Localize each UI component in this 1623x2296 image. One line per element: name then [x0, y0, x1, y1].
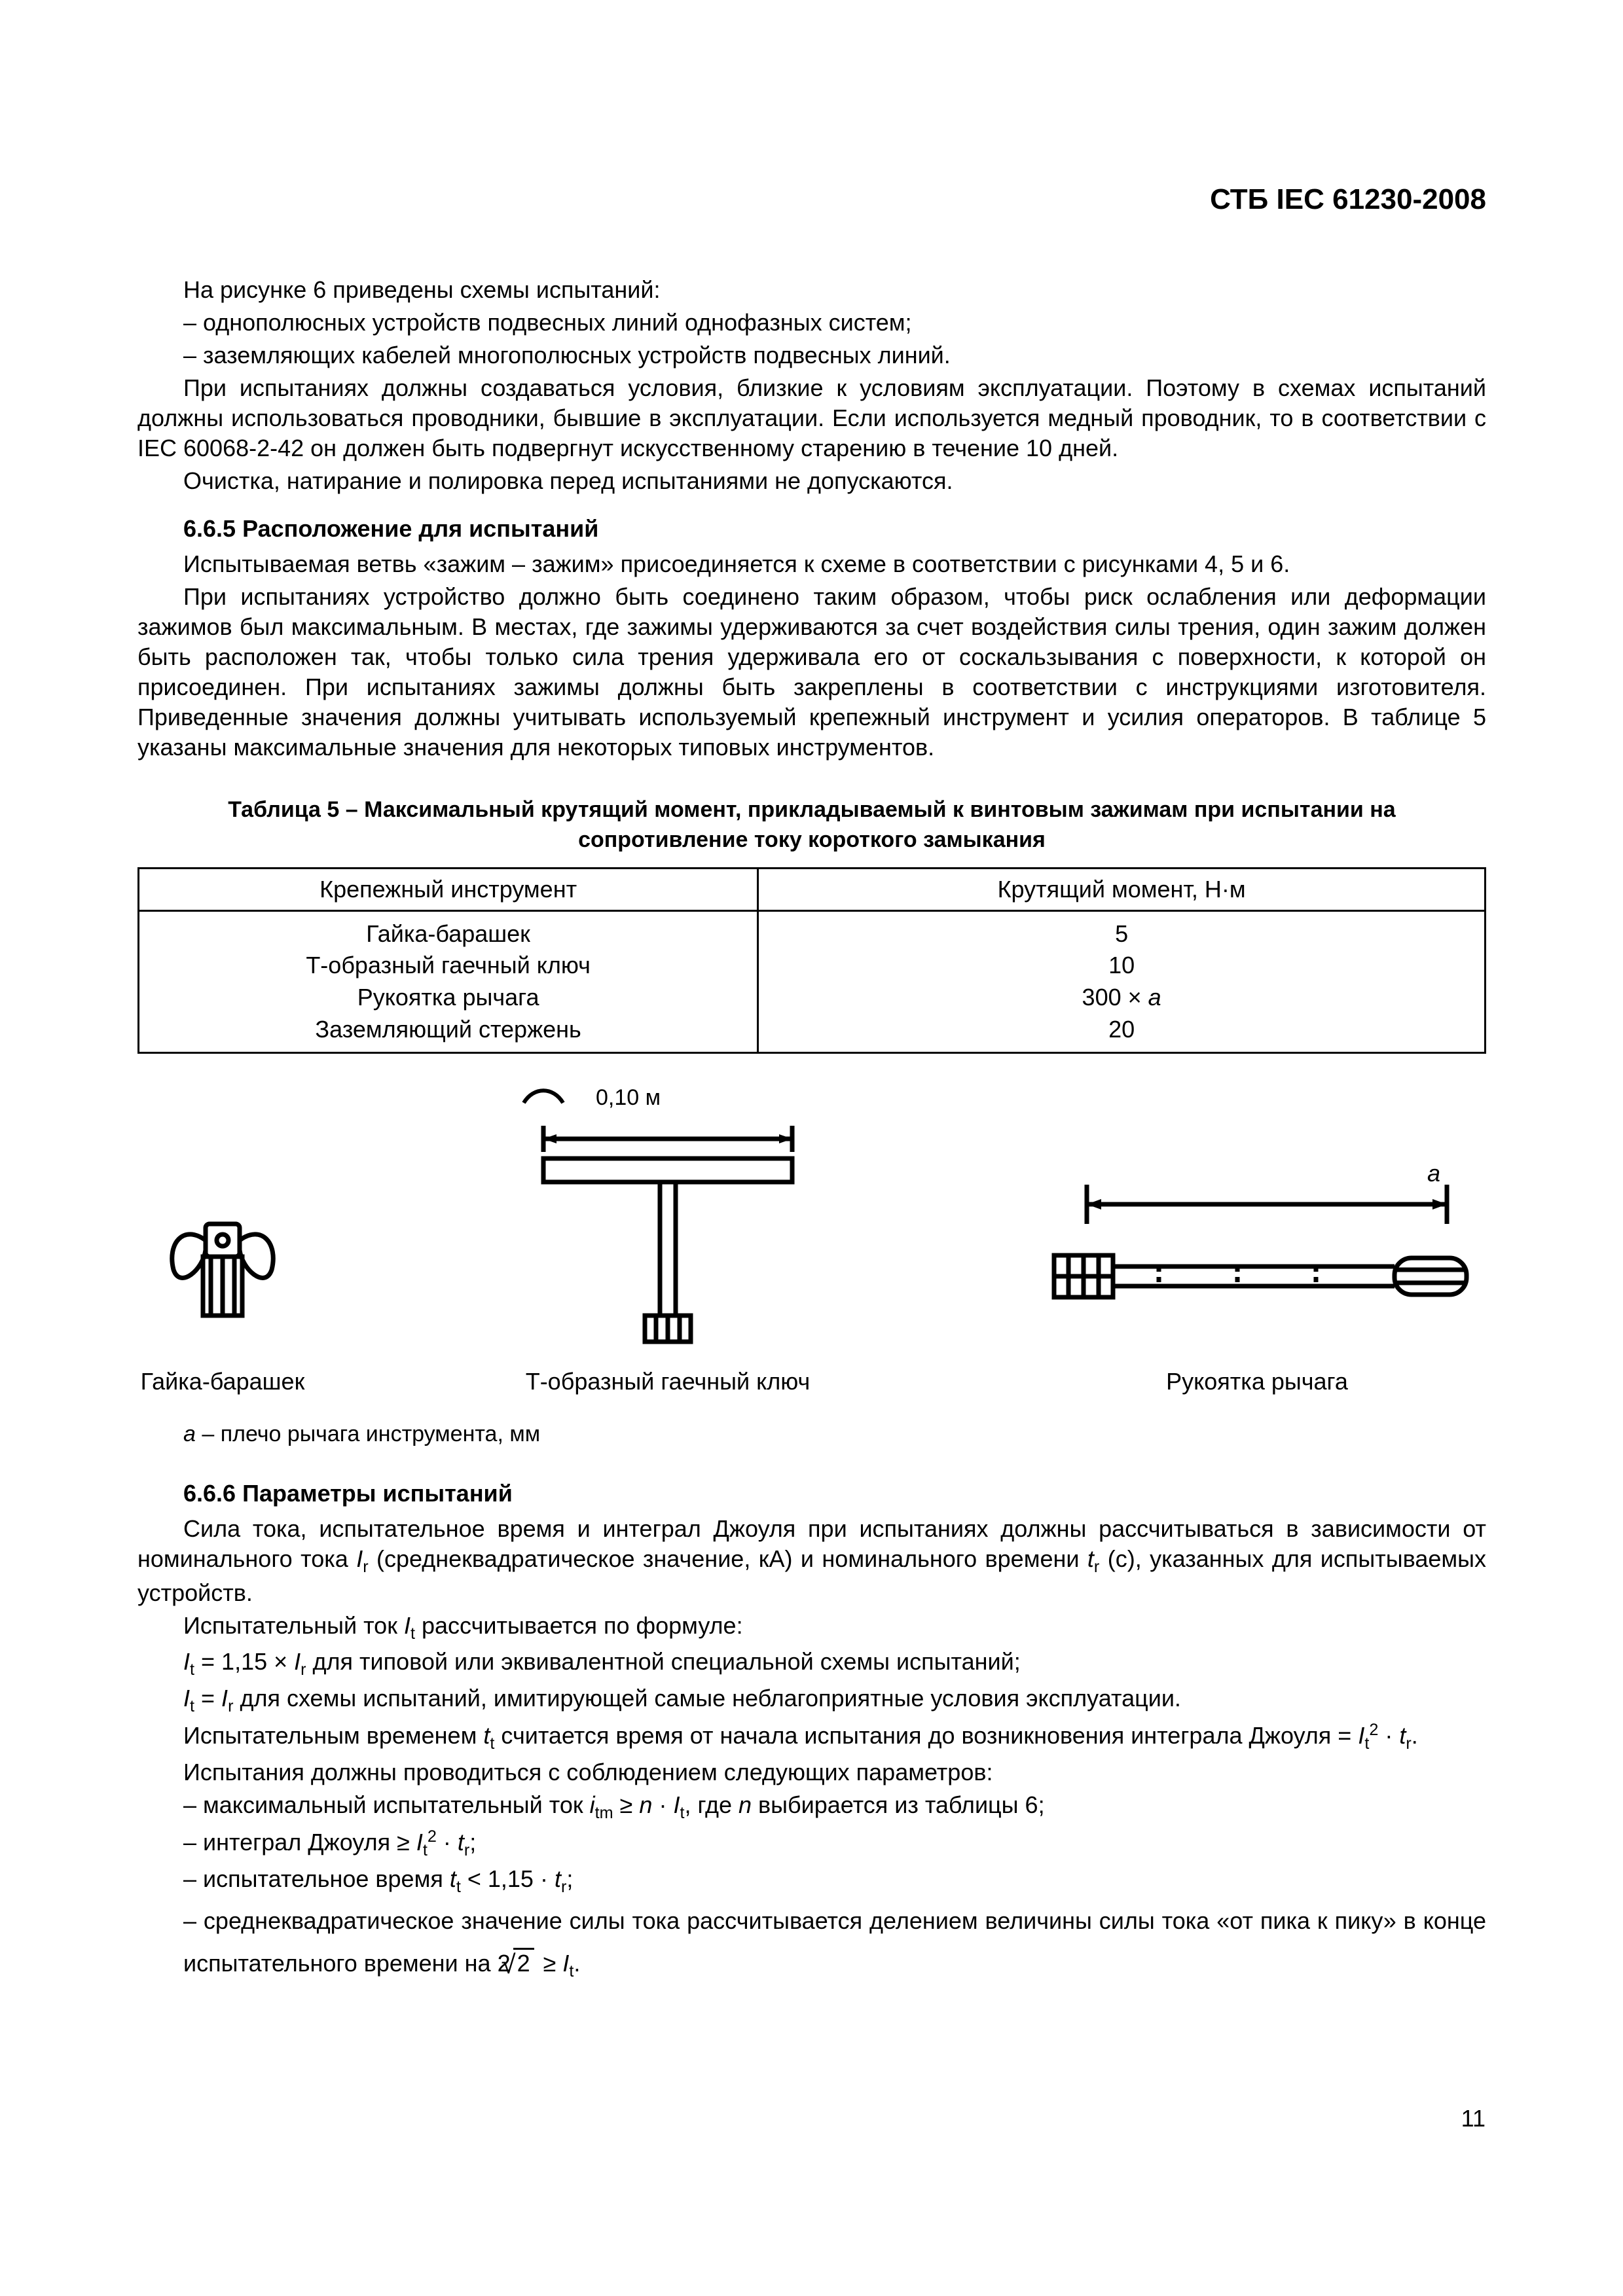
lever-icon: a	[1028, 1145, 1486, 1355]
table5-val1: 5	[772, 918, 1471, 950]
s666-cond3: – испытательное время tt < 1,15 · tr;	[137, 1864, 1486, 1897]
s666-cond2: – интеграл Джоуля ≥ It2 · tr;	[137, 1826, 1486, 1861]
table5-col2: Крутящий момент, Н·м	[758, 868, 1486, 910]
table5-tool3: Рукоятка рычага	[153, 982, 744, 1014]
figure-row: Гайка-барашек 0,10 м	[137, 1080, 1486, 1395]
intro-p2: При испытаниях должны создаваться услови…	[137, 373, 1486, 463]
svg-text:0,10 м: 0,10 м	[596, 1085, 661, 1110]
table5-val2: 10	[772, 950, 1471, 982]
figure-caption-3: Рукоятка рычага	[1166, 1368, 1348, 1395]
s665-p1: Испытываемая ветвь «зажим – зажим» присо…	[137, 549, 1486, 579]
page-content: СТБ IEC 61230-2008 На рисунке 6 приведен…	[137, 183, 1486, 1989]
table5-val4: 20	[772, 1014, 1471, 1046]
s666-p4: Испытания должны проводиться с соблюдени…	[137, 1757, 1486, 1787]
s666-cond1: – максимальный испытательный ток itm ≥ n…	[137, 1790, 1486, 1823]
table5-tools: Гайка-барашек Т-образный гаечный ключ Ру…	[139, 910, 758, 1052]
intro-p3: Очистка, натирание и полировка перед исп…	[137, 466, 1486, 496]
page-number: 11	[1461, 2105, 1486, 2132]
figure-twrench: 0,10 м Т-образный гаечный ключ	[498, 1080, 838, 1395]
heading-6-6-6: 6.6.6 Параметры испытаний	[137, 1480, 1486, 1507]
intro-bullet-2: – заземляющих кабелей многополюсных устр…	[137, 340, 1486, 370]
table5-tool2: Т-образный гаечный ключ	[153, 950, 744, 982]
figure-note-a: a	[183, 1422, 196, 1446]
s666-p3: Испытательным временем tt считается врем…	[137, 1719, 1486, 1754]
intro-bullet-1: – однополюсных устройств подвесных линий…	[137, 308, 1486, 338]
table5-values: 5 10 300 × a 20	[758, 910, 1486, 1052]
twrench-icon: 0,10 м	[498, 1080, 838, 1355]
table5-col1: Крепежный инструмент	[139, 868, 758, 910]
intro-p1: На рисунке 6 приведены схемы испытаний:	[137, 275, 1486, 305]
s665-p2: При испытаниях устройство должно быть со…	[137, 582, 1486, 762]
s666-cond4: – среднеквадратическое значение силы ток…	[137, 1900, 1486, 1986]
s666-p2: Испытательный ток It рассчитывается по ф…	[137, 1611, 1486, 1644]
table5-caption: Таблица 5 – Максимальный крутящий момент…	[219, 795, 1406, 855]
figure-note: a – плечо рычага инструмента, мм	[137, 1422, 1486, 1447]
table5-tool4: Заземляющий стержень	[153, 1014, 744, 1046]
figure-caption-2: Т-образный гаечный ключ	[526, 1368, 811, 1395]
svg-text:a: a	[1427, 1160, 1440, 1187]
s666-formula2: It = Ir для схемы испытаний, имитирующей…	[137, 1683, 1486, 1717]
figure-note-text: – плечо рычага инструмента, мм	[196, 1422, 540, 1446]
heading-6-6-5: 6.6.5 Расположение для испытаний	[137, 515, 1486, 543]
wingnut-icon	[137, 1185, 308, 1355]
s666-formula1: It = 1,15 × Ir для типовой или эквивален…	[137, 1647, 1486, 1680]
s666-p1: Сила тока, испытательное время и интегра…	[137, 1514, 1486, 1608]
table5: Крепежный инструмент Крутящий момент, Н·…	[137, 867, 1486, 1054]
figure-wingnut: Гайка-барашек	[137, 1185, 308, 1395]
standard-code: СТБ IEC 61230-2008	[137, 183, 1486, 216]
figure-caption-1: Гайка-барашек	[141, 1368, 305, 1395]
figure-lever: a Рукоятка рычага	[1028, 1145, 1486, 1395]
table5-val3: 300 × a	[772, 982, 1471, 1014]
table5-tool1: Гайка-барашек	[153, 918, 744, 950]
